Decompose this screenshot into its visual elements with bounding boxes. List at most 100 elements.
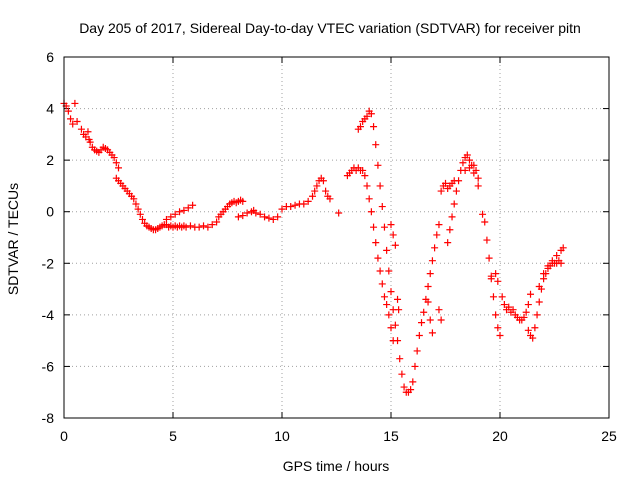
data-point <box>500 301 508 309</box>
data-point <box>409 378 417 386</box>
data-point <box>394 295 402 303</box>
x-tick-label: 25 <box>601 428 617 444</box>
data-point <box>265 214 273 222</box>
data-point <box>311 187 319 195</box>
data-point <box>474 174 482 182</box>
data-point <box>483 236 491 244</box>
data-point <box>398 370 406 378</box>
y-tick-label: -4 <box>42 307 55 323</box>
data-point <box>418 319 426 327</box>
data-point <box>509 306 517 314</box>
data-point <box>208 221 216 229</box>
data-point <box>189 201 197 209</box>
data-point <box>407 386 415 394</box>
data-point <box>433 231 441 239</box>
data-point <box>431 244 439 252</box>
data-point <box>387 221 395 229</box>
data-point <box>291 201 299 209</box>
data-point <box>132 200 140 208</box>
data-point <box>380 293 388 301</box>
plot-frame <box>63 56 610 419</box>
data-point <box>239 212 247 220</box>
data-point <box>378 203 386 211</box>
data-point <box>134 205 142 213</box>
data-point <box>313 182 321 190</box>
data-point <box>524 301 532 309</box>
data-point <box>474 182 482 190</box>
data-point <box>335 209 343 217</box>
data-point <box>378 280 386 288</box>
grid-lines <box>64 57 609 418</box>
y-tick-label: 6 <box>46 49 54 65</box>
data-point <box>494 324 502 332</box>
data-point <box>411 362 419 370</box>
data-point <box>389 337 397 345</box>
data-point <box>363 112 371 120</box>
data-point <box>372 239 380 247</box>
data-point <box>322 187 330 195</box>
data-point <box>370 223 378 231</box>
x-tick-label: 20 <box>492 428 508 444</box>
data-point <box>544 262 552 270</box>
data-point <box>86 138 94 146</box>
y-tick-label: 0 <box>46 204 54 220</box>
data-point <box>437 187 445 195</box>
data-point <box>359 166 367 174</box>
data-point <box>138 215 146 223</box>
data-point <box>319 177 327 185</box>
data-point <box>387 324 395 332</box>
data-point <box>424 282 432 290</box>
data-point <box>287 203 295 211</box>
data-point <box>162 215 170 223</box>
data-point <box>424 298 432 306</box>
data-point <box>372 141 380 149</box>
data-point <box>167 213 175 221</box>
data-point <box>413 347 421 355</box>
data-point <box>465 156 473 164</box>
y-tick-label: 2 <box>46 152 54 168</box>
data-point <box>69 120 77 128</box>
data-point <box>396 355 404 363</box>
data-point <box>415 331 423 339</box>
data-point <box>374 161 382 169</box>
data-point <box>557 259 565 267</box>
data-point <box>361 172 369 180</box>
y-tick-label: -2 <box>42 255 55 271</box>
data-point <box>472 166 480 174</box>
data-point <box>176 208 184 216</box>
data-point <box>446 226 454 234</box>
data-point <box>385 267 393 275</box>
data-point <box>67 115 75 123</box>
data-point <box>533 311 541 319</box>
x-tick-label: 10 <box>274 428 290 444</box>
data-point <box>420 308 428 316</box>
data-point <box>195 223 203 231</box>
data-point <box>204 223 212 231</box>
x-tick-label: 0 <box>60 428 68 444</box>
data-point <box>395 306 403 314</box>
data-point <box>400 383 408 391</box>
data-point <box>492 270 500 278</box>
data-point <box>548 257 556 265</box>
data-point <box>463 151 471 159</box>
data-point <box>387 288 395 296</box>
data-point <box>494 277 502 285</box>
data-point <box>435 306 443 314</box>
data-point <box>531 324 539 332</box>
data-point <box>304 197 312 205</box>
data-point <box>110 154 118 162</box>
data-point <box>385 311 393 319</box>
y-tick-label: -6 <box>42 358 55 374</box>
data-point <box>535 298 543 306</box>
data-point <box>213 218 221 226</box>
data-point <box>444 239 452 247</box>
data-point <box>374 254 382 262</box>
data-point <box>84 128 92 136</box>
data-point <box>380 223 388 231</box>
data-point <box>452 187 460 195</box>
y-tick-label: 4 <box>46 101 54 117</box>
data-point <box>184 204 192 212</box>
data-point <box>376 182 384 190</box>
data-point <box>252 209 260 217</box>
